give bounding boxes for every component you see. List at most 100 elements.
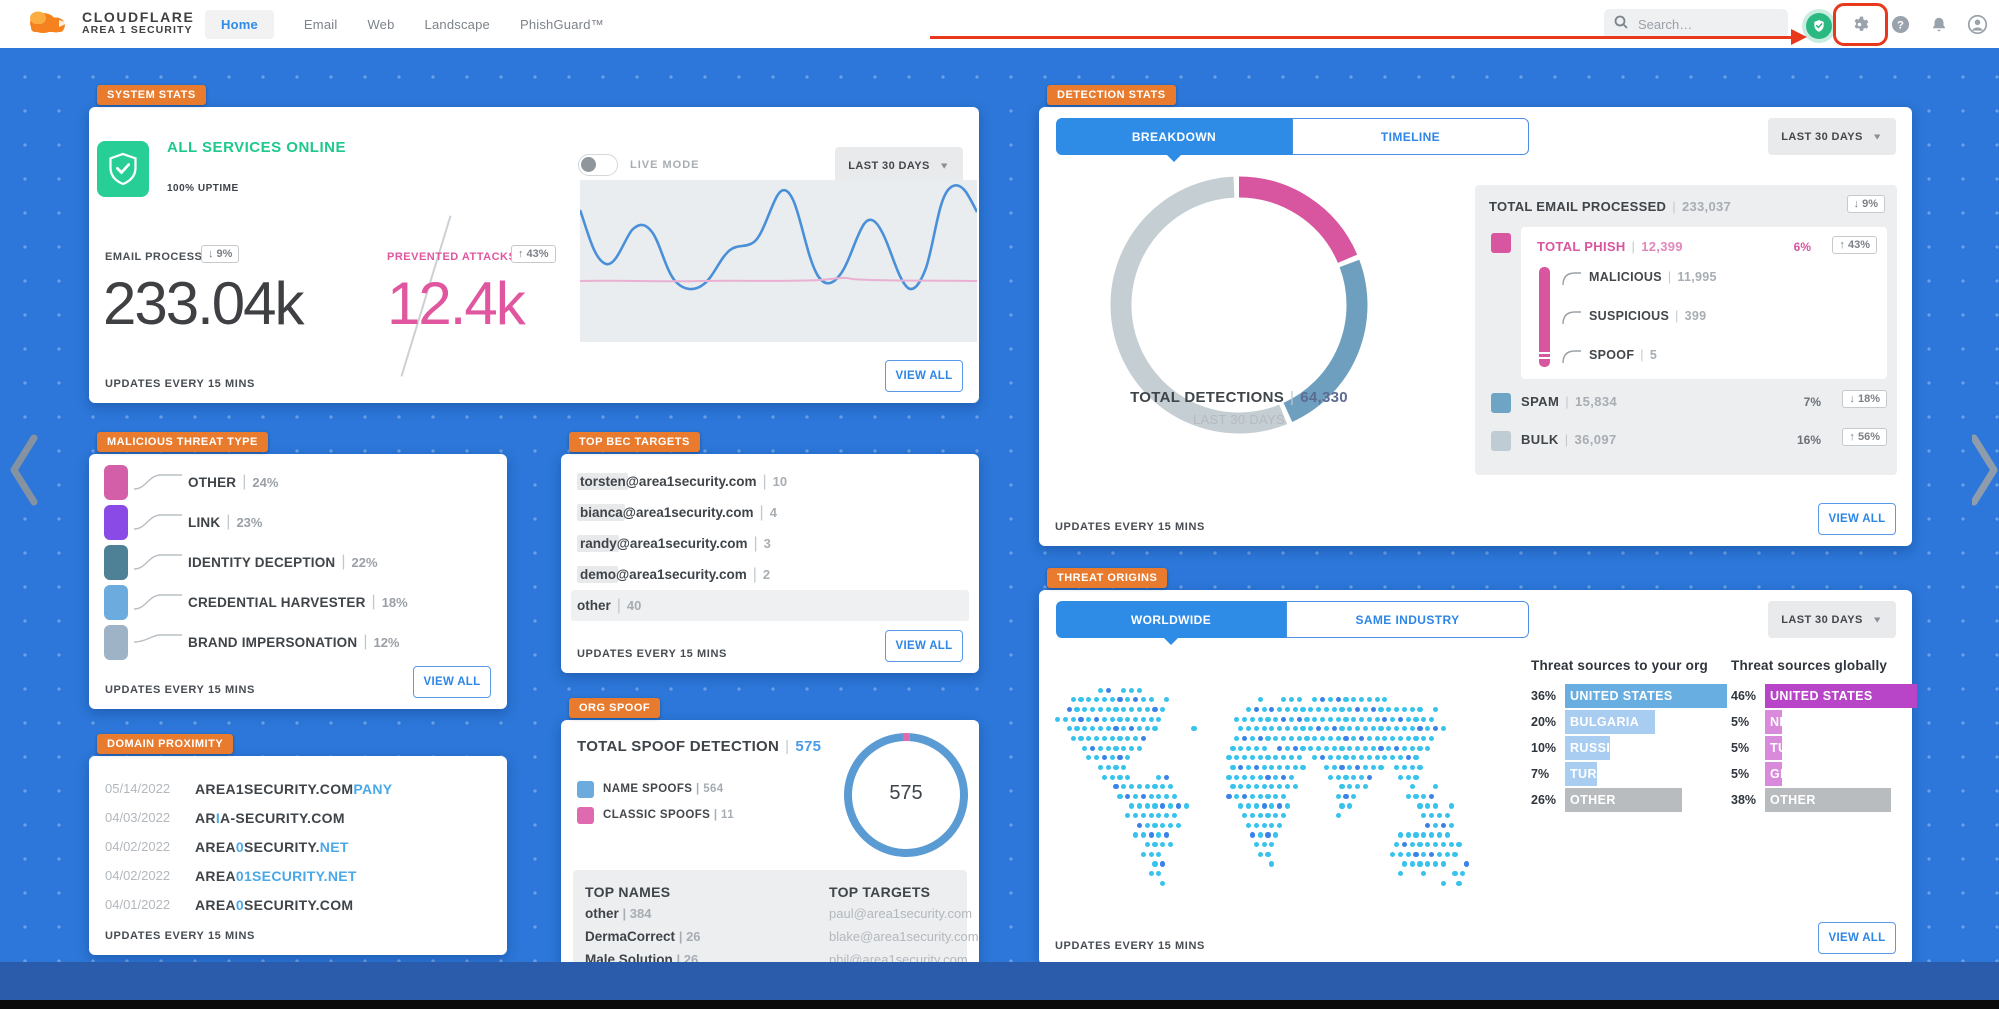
system-view-all-button[interactable]: VIEW ALL: [885, 360, 963, 392]
threat-color-swatch: [104, 464, 128, 500]
domain-date: 05/14/2022: [105, 781, 171, 796]
source-row: 20% BULGARIA: [1531, 710, 1727, 734]
domain-row[interactable]: 05/14/2022 AREA1SECURITY.COMPANY: [105, 774, 392, 803]
connector-line: [1562, 272, 1581, 285]
tab-timeline[interactable]: TIMELINE: [1292, 118, 1529, 155]
search-icon: [1614, 15, 1628, 34]
total-detections-label: TOTAL DETECTIONS: [1130, 389, 1285, 406]
email-delta-badge: ↓ 9%: [1846, 195, 1885, 213]
org-spoof-card: ORG SPOOF TOTAL SPOOF DETECTION | 575 NAME…: [561, 698, 979, 1009]
malicious-view-all-button[interactable]: VIEW ALL: [413, 666, 491, 698]
malicious-threat-type-badge: MALICIOUS THREAT TYPE: [97, 432, 268, 452]
source-row: 26% OTHER: [1531, 788, 1727, 812]
tab-worldwide[interactable]: WORLDWIDE: [1056, 601, 1286, 645]
menu-item-landscape[interactable]: Landscape: [424, 16, 490, 32]
threat-type-row[interactable]: IDENTITY DECEPTION | 22%: [89, 542, 507, 582]
live-mode-toggle[interactable]: [578, 154, 618, 176]
global-sources-header: Threat sources globally: [1731, 658, 1888, 673]
threat-type-row[interactable]: LINK | 23%: [89, 502, 507, 542]
threat-type-label: CREDENTIAL HARVESTER: [188, 594, 366, 610]
phish-swatch: [1491, 233, 1511, 253]
footer-band: [0, 962, 1999, 1002]
tab-breakdown[interactable]: BREAKDOWN: [1056, 118, 1292, 162]
prevented-attacks-delta: ↑ 43%: [511, 245, 556, 263]
spam-delta-badge: ↓ 18%: [1842, 390, 1887, 408]
top-nav: CLOUDFLARE AREA 1 SECURITY Home Email We…: [0, 0, 1999, 48]
threat-type-row[interactable]: OTHER | 24%: [89, 462, 507, 502]
bulk-row: BULK | 36,097: [1521, 432, 1617, 447]
threat-type-pct: 18%: [381, 594, 408, 610]
bec-count: 2: [762, 567, 771, 582]
cloudflare-logo[interactable]: CLOUDFLARE AREA 1 SECURITY: [26, 6, 194, 41]
updates-note: UPDATES EVERY 15 MINS: [105, 378, 255, 390]
prevented-attacks-value: 12.4k: [387, 270, 526, 337]
menu-item-phishguard[interactable]: PhishGuard™: [519, 16, 604, 32]
threat-color-swatch: [104, 544, 128, 580]
origins-view-all-button[interactable]: VIEW ALL: [1818, 922, 1896, 954]
source-row: 7% TURKEY: [1531, 762, 1727, 786]
connector-line: [133, 554, 182, 570]
top-target-row: blake@area1security.com: [829, 929, 979, 944]
detection-stats-badge: DETECTION STATS: [1047, 85, 1176, 105]
domain-row[interactable]: 04/01/2022 AREA0SECURITY.COM: [105, 890, 392, 919]
threat-type-row[interactable]: BRAND IMPERSONATION | 12%: [89, 622, 507, 662]
settings-gear-icon[interactable]: [1850, 13, 1872, 35]
menu-item-web[interactable]: Web: [367, 16, 395, 32]
bec-count: 3: [763, 536, 771, 551]
bec-target-row[interactable]: randy @area1security.com | 3: [571, 528, 969, 559]
bec-target-row[interactable]: demo @area1security.com | 2: [571, 559, 969, 590]
threat-type-row[interactable]: CREDENTIAL HARVESTER | 18%: [89, 582, 507, 622]
next-page-chevron-icon[interactable]: [1972, 432, 1999, 508]
email-breakdown-panel: TOTAL EMAIL PROCESSED | 233,037 ↓ 9% TOTAL…: [1475, 185, 1897, 475]
bec-count: 4: [769, 505, 777, 520]
malicious-threat-type-card: MALICIOUS THREAT TYPE OTHER | 24% LINK | 2…: [89, 432, 507, 709]
bec-other-label: other: [577, 598, 611, 613]
detection-view-all-button[interactable]: VIEW ALL: [1818, 503, 1896, 535]
spoof-legend: NAME SPOOFS | 564 CLASSIC SPOOFS | 11: [577, 776, 734, 828]
domain-date: 04/02/2022: [105, 868, 171, 883]
legend-swatch: [577, 806, 594, 824]
prev-page-chevron-icon[interactable]: [6, 432, 42, 508]
total-spoof-title: TOTAL SPOOF DETECTION | 575: [577, 738, 822, 755]
toggle-knob: [581, 157, 596, 172]
range-label: LAST 30 DAYS: [1781, 130, 1863, 143]
notifications-bell-icon[interactable]: [1928, 13, 1950, 35]
source-row: 5% GERMANY: [1731, 762, 1917, 786]
bec-target-row[interactable]: bianca @area1security.com | 4: [571, 497, 969, 528]
protection-status-icon[interactable]: [1806, 13, 1832, 39]
domain-row[interactable]: 04/02/2022 AREA0SECURITY.NET: [105, 832, 392, 861]
user-avatar-icon[interactable]: [1966, 13, 1988, 35]
top-bec-targets-badge: TOP BEC TARGETS: [569, 432, 700, 452]
bec-other-row[interactable]: other | 40: [571, 590, 969, 621]
chevron-down-icon: ▼: [1871, 614, 1883, 625]
source-bar: GERMANY: [1765, 762, 1836, 786]
menu-item-home[interactable]: Home: [205, 9, 274, 39]
connector-line: [133, 474, 182, 490]
domain-row[interactable]: 04/03/2022 ARIA-SECURITY.COM: [105, 803, 392, 832]
detections-donut-chart: [1110, 176, 1368, 434]
domain-name: ARIA-SECURITY.COM: [195, 809, 345, 826]
search-box[interactable]: [1604, 9, 1788, 39]
legend-item: CLASSIC SPOOFS | 11: [577, 802, 734, 828]
email-processed-value: 233.04k: [103, 270, 305, 337]
domain-row[interactable]: 04/02/2022 AREA01SECURITY.NET: [105, 861, 392, 890]
search-input[interactable]: [1636, 15, 1766, 33]
org-sources-header: Threat sources to your org: [1531, 658, 1708, 673]
phish-pct: 6%: [1793, 240, 1811, 254]
bec-user: demo: [577, 566, 619, 583]
legend-swatch: [577, 780, 594, 798]
origins-range-dropdown[interactable]: LAST 30 DAYS ▼: [1768, 601, 1896, 638]
detection-range-dropdown[interactable]: LAST 30 DAYS ▼: [1768, 118, 1896, 155]
domain-name: AREA0SECURITY.COM: [195, 896, 354, 913]
threat-type-pct: 24%: [252, 474, 279, 490]
bec-view-all-button[interactable]: VIEW ALL: [885, 630, 963, 662]
system-stats-card: SYSTEM STATS ALL SERVICES ONLINE 100% UP…: [89, 85, 979, 403]
system-range-dropdown[interactable]: LAST 30 DAYS ▼: [835, 147, 963, 184]
tab-same-industry[interactable]: SAME INDUSTRY: [1286, 601, 1529, 638]
phish-child-row: MALICIOUS | 11,995: [1561, 269, 1717, 285]
help-icon[interactable]: ?: [1889, 13, 1911, 35]
bec-domain: @area1security.com: [616, 536, 748, 551]
bottom-black-bar: [0, 1000, 1999, 1009]
bec-target-row[interactable]: torsten @area1security.com | 10: [571, 466, 969, 497]
menu-item-email[interactable]: Email: [303, 16, 338, 32]
